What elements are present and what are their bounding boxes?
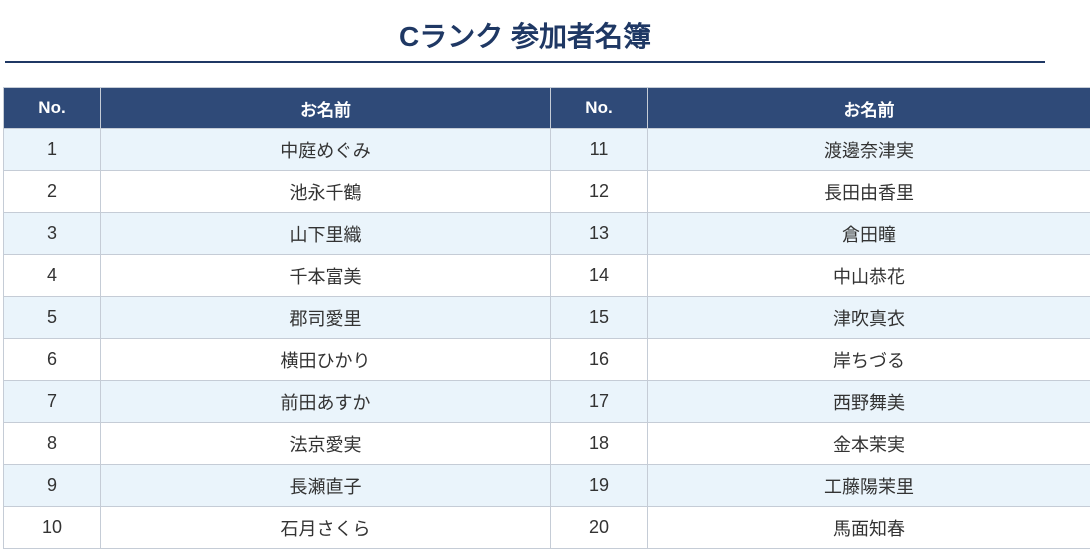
number-cell: 6 — [3, 338, 101, 381]
title: Cランク 参加者名簿 — [398, 21, 651, 52]
number-cell: 10 — [3, 506, 101, 549]
number-cell: 14 — [550, 254, 648, 297]
table-row: 10 石月さくら 20 馬面知春 — [3, 506, 1090, 549]
number-cell: 20 — [550, 506, 648, 549]
number-cell: 13 — [550, 212, 648, 255]
number-cell: 9 — [3, 464, 101, 507]
table-row: 1 中庭めぐみ 11 渡邊奈津実 — [3, 128, 1090, 171]
name-cell: 長田由香里 — [647, 170, 1090, 213]
name-cell: 西野舞美 — [647, 380, 1090, 423]
number-cell: 17 — [550, 380, 648, 423]
number-cell: 12 — [550, 170, 648, 213]
column-header: お名前 — [100, 87, 551, 129]
number-cell: 19 — [550, 464, 648, 507]
name-cell: 千本富美 — [100, 254, 551, 297]
number-cell: 16 — [550, 338, 648, 381]
table-row: 8 法京愛実 18 金本茉実 — [3, 422, 1090, 465]
table-body: 1 中庭めぐみ 11 渡邊奈津実 2 池永千鶴 12 長田由香里 3 山下里織 13 倉田瞳 4 千本富美… — [3, 128, 1090, 549]
name-cell: 長瀬直子 — [100, 464, 551, 507]
number-cell: 2 — [3, 170, 101, 213]
name-cell: 渡邊奈津実 — [647, 128, 1090, 171]
table-row: 2 池永千鶴 12 長田由香里 — [3, 170, 1090, 213]
table-row: 7 前田あすか 17 西野舞美 — [3, 380, 1090, 423]
column-header: お名前 — [647, 87, 1090, 129]
table-row: 5 郡司愛里 15 津吹真衣 — [3, 296, 1090, 339]
name-cell: 倉田瞳 — [647, 212, 1090, 255]
number-cell: 18 — [550, 422, 648, 465]
table-row: 9 長瀬直子 19 工藤陽茉里 — [3, 464, 1090, 507]
name-cell: 郡司愛里 — [100, 296, 551, 339]
roster-table: No. お名前 No. お名前 1 中庭めぐみ 11 渡邊奈津実 2 池永千鶴 12 長田由香里 3 山… — [3, 87, 1090, 549]
table-row: 6 横田ひかり 16 岸ちづる — [3, 338, 1090, 381]
column-header: No. — [3, 87, 101, 129]
name-cell: 金本茉実 — [647, 422, 1090, 465]
number-cell: 11 — [550, 128, 648, 171]
name-cell: 中庭めぐみ — [100, 128, 551, 171]
number-cell: 4 — [3, 254, 101, 297]
name-cell: 岸ちづる — [647, 338, 1090, 381]
name-cell: 工藤陽茉里 — [647, 464, 1090, 507]
name-cell: 池永千鶴 — [100, 170, 551, 213]
table-row: 3 山下里織 13 倉田瞳 — [3, 212, 1090, 255]
number-cell: 8 — [3, 422, 101, 465]
number-cell: 3 — [3, 212, 101, 255]
table-row: 4 千本富美 14 中山恭花 — [3, 254, 1090, 297]
number-cell: 15 — [550, 296, 648, 339]
name-cell: 石月さくら — [100, 506, 551, 549]
number-cell: 1 — [3, 128, 101, 171]
name-cell: 津吹真衣 — [647, 296, 1090, 339]
name-cell: 横田ひかり — [100, 338, 551, 381]
name-cell: 法京愛実 — [100, 422, 551, 465]
header-row: No. お名前 No. お名前 — [3, 87, 1090, 129]
name-cell: 前田あすか — [100, 380, 551, 423]
number-cell: 7 — [3, 380, 101, 423]
column-header: No. — [550, 87, 648, 129]
name-cell: 中山恭花 — [647, 254, 1090, 297]
title-rule — [5, 61, 1045, 63]
number-cell: 5 — [3, 296, 101, 339]
name-cell: 馬面知春 — [647, 506, 1090, 549]
name-cell: 山下里織 — [100, 212, 551, 255]
